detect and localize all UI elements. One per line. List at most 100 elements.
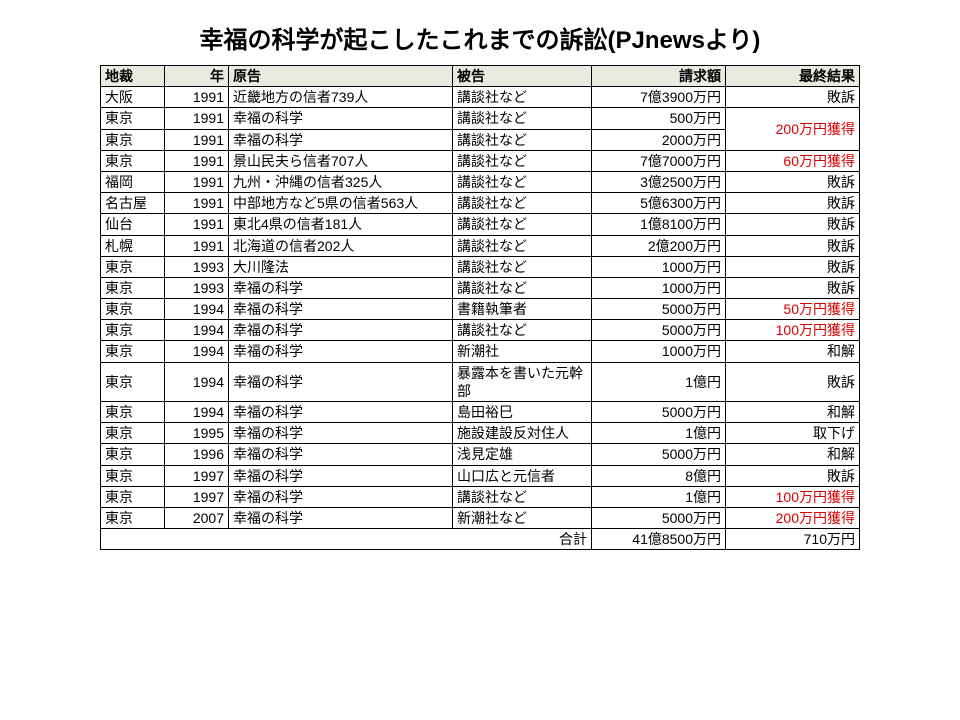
cell-plaintiff: 近畿地方の信者739人: [229, 87, 453, 108]
cell-result: 和解: [726, 341, 860, 362]
cell-amount: 1億円: [592, 486, 726, 507]
table-row: 札幌1991北海道の信者202人講談社など2億200万円敗訴: [101, 235, 860, 256]
cell-year: 1991: [165, 108, 229, 129]
cell-year: 1991: [165, 87, 229, 108]
table-row: 東京2007幸福の科学新潮社など5000万円200万円獲得: [101, 507, 860, 528]
header-defendant: 被告: [453, 66, 592, 87]
cell-result: 敗訴: [726, 362, 860, 401]
cell-year: 1994: [165, 362, 229, 401]
cell-plaintiff: 幸福の科学: [229, 129, 453, 150]
cell-defendant: 講談社など: [453, 214, 592, 235]
cell-amount: 1000万円: [592, 277, 726, 298]
cell-result: 60万円獲得: [726, 150, 860, 171]
cell-year: 1993: [165, 256, 229, 277]
cell-court: 東京: [101, 277, 165, 298]
cell-plaintiff: 北海道の信者202人: [229, 235, 453, 256]
cell-plaintiff: 幸福の科学: [229, 362, 453, 401]
table-row: 仙台1991東北4県の信者181人講談社など1億8100万円敗訴: [101, 214, 860, 235]
cell-court: 東京: [101, 129, 165, 150]
table-row: 東京1994幸福の科学講談社など5000万円100万円獲得: [101, 320, 860, 341]
cell-plaintiff: 幸福の科学: [229, 299, 453, 320]
cell-result: 敗訴: [726, 235, 860, 256]
table-row: 東京1994幸福の科学新潮社1000万円和解: [101, 341, 860, 362]
cell-amount: 1000万円: [592, 341, 726, 362]
total-label: 合計: [101, 529, 592, 550]
table-row: 東京1993大川隆法講談社など1000万円敗訴: [101, 256, 860, 277]
cell-result: 取下げ: [726, 423, 860, 444]
cell-court: 名古屋: [101, 193, 165, 214]
cell-plaintiff: 東北4県の信者181人: [229, 214, 453, 235]
cell-defendant: 講談社など: [453, 277, 592, 298]
cell-amount: 1億8100万円: [592, 214, 726, 235]
cell-amount: 7億3900万円: [592, 87, 726, 108]
total-amount: 41億8500万円: [592, 529, 726, 550]
total-row: 合計41億8500万円710万円: [101, 529, 860, 550]
cell-plaintiff: 幸福の科学: [229, 277, 453, 298]
header-plaintiff: 原告: [229, 66, 453, 87]
cell-court: 大阪: [101, 87, 165, 108]
cell-defendant: 暴露本を書いた元幹部: [453, 362, 592, 401]
cell-defendant: 講談社など: [453, 320, 592, 341]
cell-result: 敗訴: [726, 87, 860, 108]
cell-defendant: 新潮社: [453, 341, 592, 362]
cell-plaintiff: 景山民夫ら信者707人: [229, 150, 453, 171]
cell-plaintiff: 幸福の科学: [229, 465, 453, 486]
cell-plaintiff: 幸福の科学: [229, 507, 453, 528]
cell-plaintiff: 幸福の科学: [229, 402, 453, 423]
cell-amount: 1000万円: [592, 256, 726, 277]
table-row: 名古屋1991中部地方など5県の信者563人講談社など5億6300万円敗訴: [101, 193, 860, 214]
cell-amount: 5000万円: [592, 320, 726, 341]
cell-result: 敗訴: [726, 277, 860, 298]
cell-court: 東京: [101, 444, 165, 465]
table-row: 東京1997幸福の科学講談社など1億円100万円獲得: [101, 486, 860, 507]
cell-result: 100万円獲得: [726, 486, 860, 507]
cell-court: 仙台: [101, 214, 165, 235]
cell-result: 100万円獲得: [726, 320, 860, 341]
cell-defendant: 講談社など: [453, 486, 592, 507]
cell-year: 1994: [165, 341, 229, 362]
cell-year: 1991: [165, 171, 229, 192]
cell-court: 札幌: [101, 235, 165, 256]
cell-defendant: 施設建設反対住人: [453, 423, 592, 444]
cell-defendant: 講談社など: [453, 150, 592, 171]
cell-plaintiff: 幸福の科学: [229, 486, 453, 507]
cell-amount: 3億2500万円: [592, 171, 726, 192]
table-row: 東京1991幸福の科学講談社など500万円200万円獲得: [101, 108, 860, 129]
cell-amount: 5000万円: [592, 507, 726, 528]
cell-defendant: 島田裕巳: [453, 402, 592, 423]
cell-result: 敗訴: [726, 214, 860, 235]
cell-year: 1991: [165, 214, 229, 235]
cell-defendant: 講談社など: [453, 129, 592, 150]
table-row: 福岡1991九州・沖縄の信者325人講談社など3億2500万円敗訴: [101, 171, 860, 192]
cell-year: 1993: [165, 277, 229, 298]
cell-defendant: 新潮社など: [453, 507, 592, 528]
table-row: 東京1996幸福の科学浅見定雄5000万円和解: [101, 444, 860, 465]
cell-court: 東京: [101, 402, 165, 423]
table-row: 大阪1991近畿地方の信者739人講談社など7億3900万円敗訴: [101, 87, 860, 108]
cell-result: 敗訴: [726, 171, 860, 192]
header-row: 地裁 年 原告 被告 請求額 最終結果: [101, 66, 860, 87]
cell-defendant: 講談社など: [453, 171, 592, 192]
table-row: 東京1991景山民夫ら信者707人講談社など7億7000万円60万円獲得: [101, 150, 860, 171]
cell-amount: 8億円: [592, 465, 726, 486]
cell-year: 1991: [165, 129, 229, 150]
cell-defendant: 浅見定雄: [453, 444, 592, 465]
cell-amount: 5000万円: [592, 444, 726, 465]
cell-amount: 2億200万円: [592, 235, 726, 256]
cell-year: 1995: [165, 423, 229, 444]
cell-defendant: 講談社など: [453, 235, 592, 256]
cell-plaintiff: 中部地方など5県の信者563人: [229, 193, 453, 214]
cell-result: 敗訴: [726, 465, 860, 486]
cell-court: 東京: [101, 299, 165, 320]
cell-defendant: 書籍執筆者: [453, 299, 592, 320]
cell-court: 東京: [101, 486, 165, 507]
cell-court: 東京: [101, 423, 165, 444]
table-row: 東京1995幸福の科学施設建設反対住人1億円取下げ: [101, 423, 860, 444]
cell-result: 50万円獲得: [726, 299, 860, 320]
cell-result: 和解: [726, 444, 860, 465]
cell-year: 1997: [165, 465, 229, 486]
cell-amount: 500万円: [592, 108, 726, 129]
cell-year: 1994: [165, 299, 229, 320]
cell-court: 東京: [101, 320, 165, 341]
cell-result: 200万円獲得: [726, 108, 860, 150]
